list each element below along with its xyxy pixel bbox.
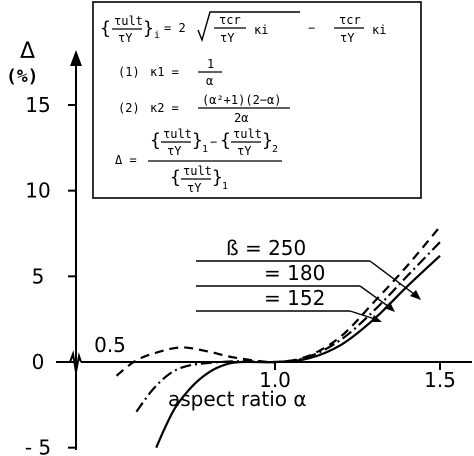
svg-text:τult: τult <box>114 14 143 28</box>
svg-text:2: 2 <box>272 144 278 155</box>
y-tick-label: - 5 <box>25 436 51 456</box>
svg-text:τY: τY <box>187 181 202 195</box>
svg-text:}: } <box>212 167 223 188</box>
leader-250-diag <box>369 260 419 298</box>
svg-text:i: i <box>154 30 160 41</box>
svg-text:Δ =: Δ = <box>115 153 137 167</box>
svg-text:τY: τY <box>167 144 182 158</box>
svg-text:−: − <box>210 135 217 149</box>
series-label-152: = 152 <box>264 286 325 310</box>
svg-text:τY: τY <box>220 31 235 45</box>
svg-text:1: 1 <box>202 144 208 155</box>
leader-180-diag <box>359 285 393 310</box>
series-label-180: = 180 <box>264 261 325 285</box>
leader-180-arrow <box>384 302 395 312</box>
series-line-0 <box>115 225 441 377</box>
svg-text:}: } <box>262 130 273 151</box>
svg-text:1: 1 <box>207 57 214 71</box>
svg-text:(1): (1) <box>118 65 140 79</box>
svg-text:{: { <box>100 18 111 39</box>
y-axis-unit: (%) <box>6 66 39 87</box>
y-axis-arrow <box>70 50 82 66</box>
y-tick-label: 0 <box>32 350 45 374</box>
svg-text:τcr: τcr <box>339 13 361 27</box>
svg-text:(2): (2) <box>118 101 140 115</box>
x-tick-label: 1.5 <box>424 368 456 392</box>
series-label-250: ß = 250 <box>226 236 306 260</box>
x-axis-break-mark <box>69 350 82 373</box>
svg-text:τult: τult <box>163 127 192 141</box>
x-axis-label: aspect ratio α <box>168 387 307 411</box>
svg-text:1: 1 <box>222 181 228 192</box>
svg-text:τY: τY <box>237 144 252 158</box>
formula-kappa1: (1) κ1 = 1 α <box>118 57 222 88</box>
svg-text:= 2: = 2 <box>164 21 186 35</box>
svg-text:(α²+1)(2−α): (α²+1)(2−α) <box>202 93 281 107</box>
svg-text:τcr: τcr <box>219 13 241 27</box>
y-tick-label: 10 <box>25 179 50 203</box>
x-ticks: 0.5 1.0 1.5 <box>94 333 456 392</box>
formula-box: { τult τY } i = 2 τcr τY κi − τcr τY κi … <box>92 1 422 199</box>
svg-text:{: { <box>150 130 161 151</box>
svg-text:α: α <box>206 74 213 88</box>
svg-text:−: − <box>308 21 315 35</box>
leader-250-arrow <box>410 290 421 300</box>
x-tick-label: 0.5 <box>94 333 126 357</box>
svg-text:τY: τY <box>340 31 355 45</box>
svg-text:τY: τY <box>118 31 133 45</box>
x-tick-label: 1.0 <box>259 368 291 392</box>
svg-text:}: } <box>143 18 154 39</box>
y-ticks: 15 10 5 0 - 5 <box>25 93 76 456</box>
svg-text:κ1 =: κ1 = <box>150 65 179 79</box>
svg-text:{: { <box>220 130 231 151</box>
svg-text:κ2 =: κ2 = <box>150 101 179 115</box>
y-tick-label: 15 <box>25 93 50 117</box>
formula-main: { τult τY } i = 2 τcr τY κi − τcr τY κi <box>100 11 386 45</box>
formula-delta: Δ = { τult τY } 1 − { τult τY } 2 { τult… <box>115 127 282 195</box>
formula-kappa2: (2) κ2 = (α²+1)(2−α) 2α <box>118 93 290 125</box>
y-axis-label: Δ <box>20 39 35 64</box>
svg-text:2α: 2α <box>234 111 248 125</box>
leader-152-arrow <box>371 315 382 322</box>
svg-text:}: } <box>192 130 203 151</box>
svg-text:κi: κi <box>372 23 386 37</box>
svg-text:τult: τult <box>183 164 212 178</box>
svg-text:τult: τult <box>233 127 262 141</box>
svg-text:κi: κi <box>254 23 268 37</box>
svg-text:{: { <box>170 167 181 188</box>
y-tick-label: 5 <box>32 264 45 288</box>
